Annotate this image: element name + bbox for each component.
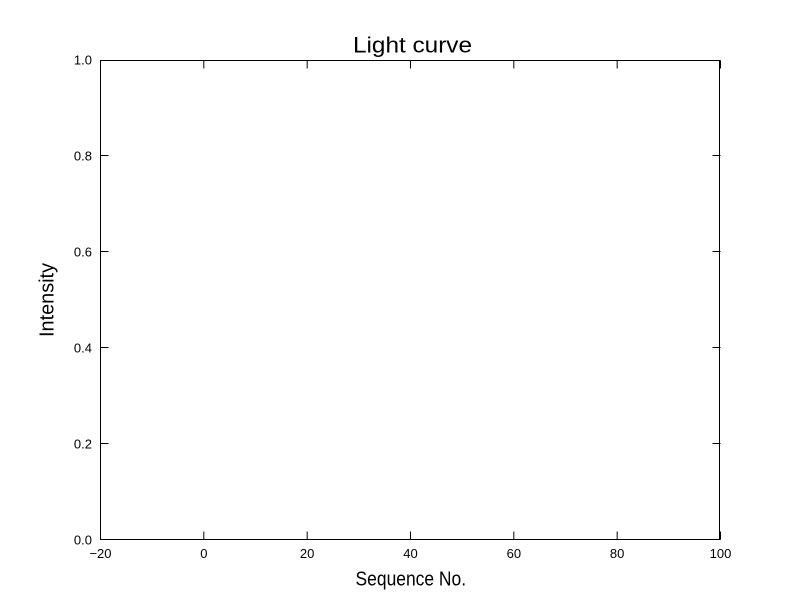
svg-text:−20: −20 bbox=[89, 546, 111, 561]
svg-text:40: 40 bbox=[403, 546, 417, 561]
svg-text:60: 60 bbox=[507, 546, 521, 561]
svg-text:100: 100 bbox=[710, 546, 732, 561]
svg-text:1.0: 1.0 bbox=[74, 53, 92, 68]
svg-text:0: 0 bbox=[200, 546, 207, 561]
svg-text:0.8: 0.8 bbox=[74, 149, 92, 164]
svg-text:Intensity: Intensity bbox=[37, 263, 59, 337]
svg-text:0.2: 0.2 bbox=[74, 437, 92, 452]
svg-text:20: 20 bbox=[300, 546, 314, 561]
svg-text:Light curve: Light curve bbox=[353, 33, 472, 58]
svg-text:0.0: 0.0 bbox=[74, 533, 92, 548]
svg-text:80: 80 bbox=[610, 546, 624, 561]
svg-text:0.6: 0.6 bbox=[74, 245, 92, 260]
svg-text:0.4: 0.4 bbox=[74, 341, 92, 356]
svg-text:Sequence No.: Sequence No. bbox=[356, 569, 467, 591]
